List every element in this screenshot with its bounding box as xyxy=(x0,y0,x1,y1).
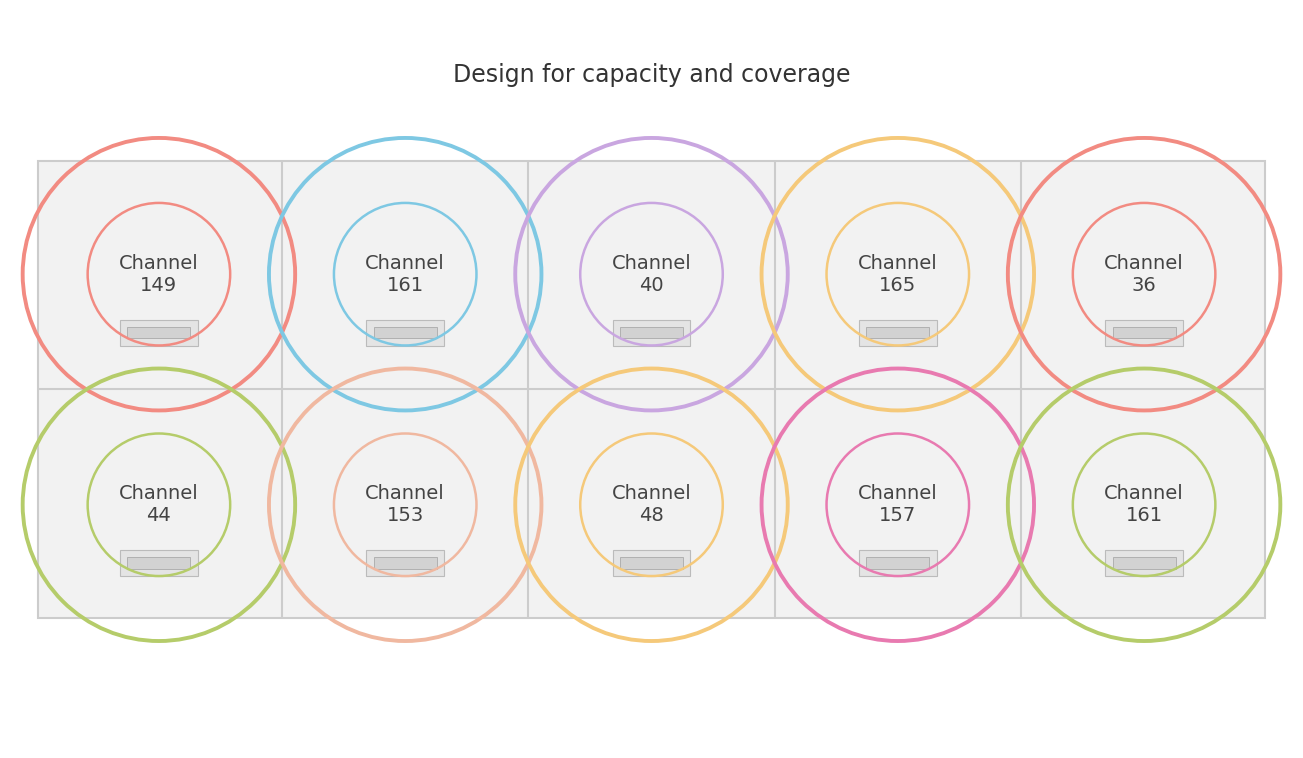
FancyBboxPatch shape xyxy=(128,557,190,569)
FancyBboxPatch shape xyxy=(366,550,444,576)
FancyBboxPatch shape xyxy=(1113,557,1175,569)
FancyBboxPatch shape xyxy=(1105,320,1183,346)
FancyBboxPatch shape xyxy=(866,327,929,338)
Text: Channel
161: Channel 161 xyxy=(365,254,446,295)
Text: Channel
153: Channel 153 xyxy=(365,484,446,525)
Text: Channel
149: Channel 149 xyxy=(119,254,199,295)
FancyBboxPatch shape xyxy=(366,320,444,346)
FancyBboxPatch shape xyxy=(120,320,198,346)
FancyBboxPatch shape xyxy=(866,557,929,569)
Text: Channel
44: Channel 44 xyxy=(119,484,199,525)
Text: Channel
165: Channel 165 xyxy=(857,254,938,295)
FancyBboxPatch shape xyxy=(612,320,691,346)
Text: Channel
48: Channel 48 xyxy=(611,484,692,525)
Text: Channel
36: Channel 36 xyxy=(1104,254,1184,295)
Text: Channel
161: Channel 161 xyxy=(1104,484,1184,525)
FancyBboxPatch shape xyxy=(859,320,937,346)
Text: Channel
157: Channel 157 xyxy=(857,484,938,525)
FancyBboxPatch shape xyxy=(374,557,437,569)
FancyBboxPatch shape xyxy=(620,327,683,338)
FancyBboxPatch shape xyxy=(1105,550,1183,576)
FancyBboxPatch shape xyxy=(128,327,190,338)
FancyBboxPatch shape xyxy=(38,161,1265,618)
FancyBboxPatch shape xyxy=(1113,327,1175,338)
FancyBboxPatch shape xyxy=(120,550,198,576)
Title: Design for capacity and coverage: Design for capacity and coverage xyxy=(452,63,851,87)
FancyBboxPatch shape xyxy=(612,550,691,576)
Text: Channel
40: Channel 40 xyxy=(611,254,692,295)
FancyBboxPatch shape xyxy=(859,550,937,576)
FancyBboxPatch shape xyxy=(374,327,437,338)
FancyBboxPatch shape xyxy=(620,557,683,569)
